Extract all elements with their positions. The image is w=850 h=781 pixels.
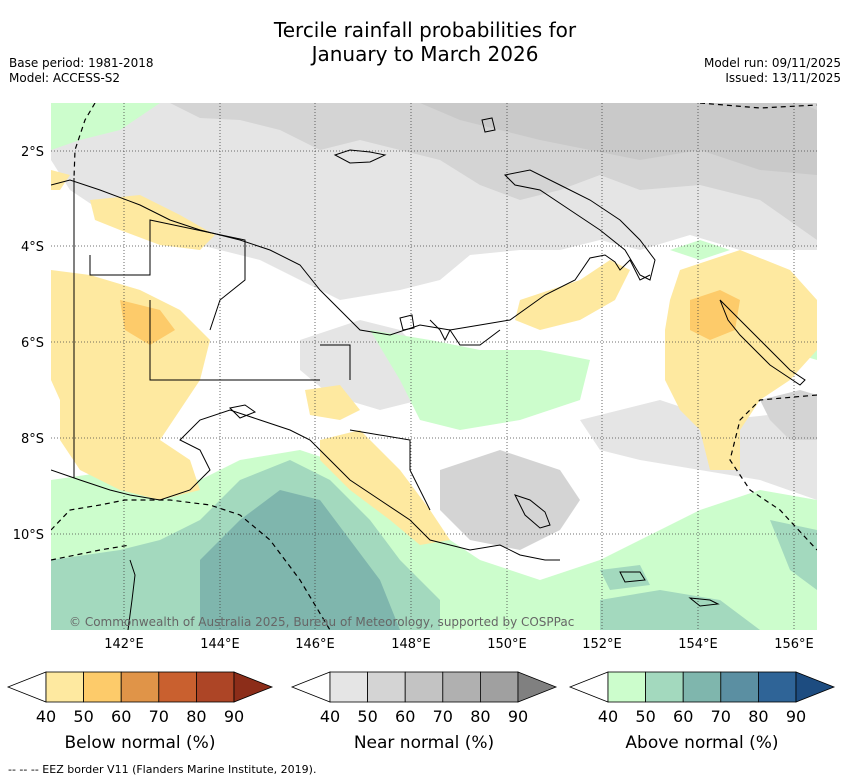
- colorbar-label: Below normal (%): [65, 733, 216, 753]
- colorbar-bin: [158, 671, 197, 703]
- colorbar-extend-high: [233, 671, 274, 703]
- colorbar: 40 50 60 70 80 90 Below normal (%): [6, 671, 274, 753]
- colorbar-tick: 50: [73, 707, 93, 726]
- lat-labels: 2°S 4°S 6°S 8°S 10°S: [13, 145, 44, 543]
- below-normal-region: [90, 195, 215, 250]
- issued-date: Issued: 13/11/2025: [725, 71, 841, 85]
- colorbar-tick: 60: [395, 707, 415, 726]
- near-normal-region: [420, 103, 817, 175]
- colorbar-bin: [758, 671, 797, 703]
- lon-label: 154°E: [678, 637, 718, 652]
- above-normal-region: [370, 330, 590, 430]
- lon-label: 148°E: [391, 637, 431, 652]
- below-normal-region: [120, 300, 175, 345]
- borders: [73, 178, 431, 511]
- colorbar-tick: 40: [598, 707, 618, 726]
- meta-right: Model run: 09/11/2025 Issued: 13/11/2025: [704, 56, 841, 86]
- colorbar-bin: [45, 671, 84, 703]
- colorbar-bin: [479, 671, 519, 703]
- colorbar: 40 50 60 70 80 90 Near normal (%): [290, 671, 558, 753]
- map-area: © Commonwealth of Australia 2025, Bureau…: [51, 103, 817, 630]
- near-normal-region: [580, 400, 817, 500]
- model-name: Model: ACCESS-S2: [9, 71, 121, 85]
- colorbar-extend-high: [795, 671, 836, 703]
- near-normal-region: [760, 390, 817, 440]
- colorbar-extend-low: [290, 671, 331, 703]
- colorbar-tick: 70: [433, 707, 453, 726]
- colorbar-bin: [195, 671, 235, 703]
- lat-label: 4°S: [21, 240, 44, 255]
- colorbar-tick: 60: [111, 707, 131, 726]
- lon-label: 156°E: [774, 637, 814, 652]
- lon-label: 152°E: [582, 637, 622, 652]
- below-normal-region: [320, 430, 450, 545]
- colorbar-bin: [682, 671, 722, 703]
- meta-left: Base period: 1981-2018 Model: ACCESS-S2: [9, 56, 154, 86]
- colorbar-tick: 40: [320, 707, 340, 726]
- lon-label: 146°E: [295, 637, 335, 652]
- colorbar-tick: 90: [786, 707, 806, 726]
- lon-gridlines: [123, 103, 795, 630]
- model-run: Model run: 09/11/2025: [703, 56, 841, 70]
- colorbar-extend-low: [568, 671, 609, 703]
- colorbar-bin: [720, 671, 759, 703]
- colorbar-bin: [607, 671, 646, 703]
- colorbar-bin: [367, 671, 406, 703]
- base-period: Base period: 1981-2018: [9, 56, 154, 70]
- colorbar-bin: [329, 671, 368, 703]
- lon-label: 150°E: [487, 637, 527, 652]
- colorbar-tick: 70: [711, 707, 731, 726]
- below-normal-region: [51, 170, 70, 190]
- lat-label: 2°S: [21, 145, 44, 160]
- above-normal-region: [600, 590, 760, 630]
- lat-label: 6°S: [21, 336, 44, 351]
- above-normal-region: [600, 565, 650, 590]
- colorbar-label: Above normal (%): [625, 733, 778, 753]
- below-normal-region: [515, 260, 630, 330]
- above-normal-region: [51, 103, 160, 150]
- lon-label: 142°E: [104, 637, 144, 652]
- colorbar-bin: [645, 671, 684, 703]
- lon-label: 144°E: [200, 637, 240, 652]
- colorbar-tick: 60: [673, 707, 693, 726]
- below-normal-region: [690, 290, 740, 340]
- colorbar-tick: 70: [149, 707, 169, 726]
- colorbar-tick: 80: [470, 707, 490, 726]
- eez-borders: [51, 103, 817, 630]
- above-normal-region: [670, 240, 730, 260]
- map-title: Tercile rainfall probabilities for Janua…: [0, 18, 850, 66]
- colorbar-tick: 90: [224, 707, 244, 726]
- colorbar-bin: [442, 671, 481, 703]
- colorbar-extend-low: [6, 671, 47, 703]
- colorbar-label: Near normal (%): [354, 733, 494, 753]
- colorbar-tick: 50: [357, 707, 377, 726]
- colorbar-bin: [404, 671, 444, 703]
- copyright-text: © Commonwealth of Australia 2025, Bureau…: [69, 615, 574, 629]
- colorbar-tick: 80: [186, 707, 206, 726]
- colorbar-tick: 90: [508, 707, 528, 726]
- near-normal-region: [440, 450, 580, 550]
- title-line-1: Tercile rainfall probabilities for: [273, 18, 577, 42]
- lat-label: 10°S: [13, 528, 44, 543]
- colorbar-tick: 80: [748, 707, 768, 726]
- colorbar-bin: [120, 671, 160, 703]
- colorbar-extend-high: [517, 671, 558, 703]
- coastlines: [51, 117, 806, 630]
- title-line-2: January to March 2026: [311, 42, 539, 66]
- colorbar-bin: [83, 671, 122, 703]
- lon-labels: 142°E 144°E 146°E 148°E 150°E 152°E 154°…: [104, 637, 814, 652]
- above-normal-region: [200, 490, 400, 630]
- lat-label: 8°S: [21, 432, 44, 447]
- legend-colorbars: 40 50 60 70 80 90 Below normal (%) 40 50 60 70 80 90…: [6, 671, 836, 753]
- eez-footnote: -- -- -- EEZ border V11 (Flanders Marine…: [8, 763, 317, 776]
- below-normal-region: [305, 385, 360, 420]
- colorbar: 40 50 60 70 80 90 Above normal (%): [568, 671, 836, 753]
- colorbar-tick: 50: [635, 707, 655, 726]
- colorbar-tick: 40: [36, 707, 56, 726]
